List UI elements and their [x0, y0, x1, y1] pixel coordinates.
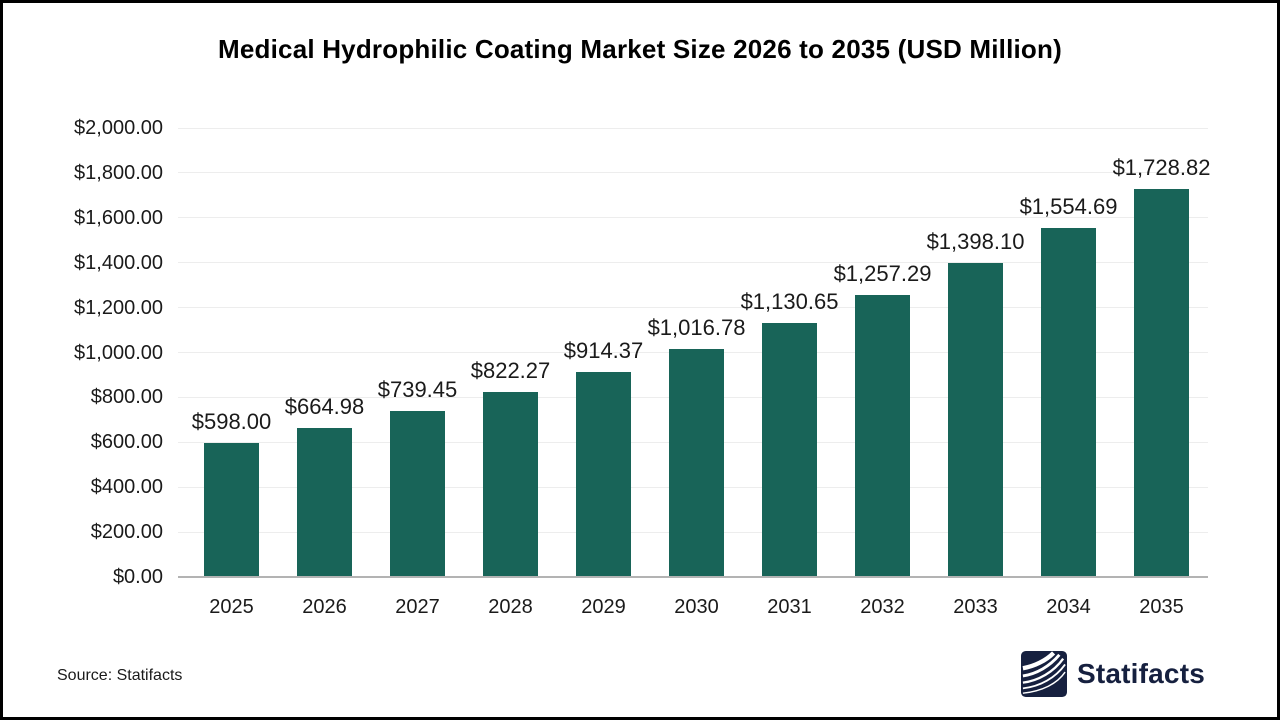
- y-axis-tick-label: $800.00: [90, 386, 163, 409]
- y-axis-tick-label: $1,000.00: [74, 341, 163, 364]
- y-axis-tick-label: $200.00: [90, 521, 163, 544]
- bar-2031: [762, 323, 817, 577]
- statifacts-logo-text: Statifacts: [1076, 658, 1205, 689]
- bar-value-label: $1,398.10: [926, 229, 1025, 255]
- y-axis-tick-label: $1,600.00: [74, 206, 163, 229]
- bar-value-label: $1,728.82: [1112, 154, 1211, 180]
- y-axis-tick-label: $1,800.00: [74, 161, 163, 184]
- bar-value-label: $1,554.69: [1019, 193, 1118, 219]
- bar-2034: [1041, 227, 1096, 577]
- bar-2030: [669, 348, 724, 577]
- statifacts-logo: Statifacts: [1020, 651, 1205, 697]
- bar-2029: [576, 371, 631, 577]
- x-axis-tick-label: 2025: [209, 596, 254, 618]
- bar-value-label: $598.00: [191, 408, 272, 434]
- bar-value-label: $739.45: [377, 376, 458, 402]
- gridline: [178, 307, 1208, 309]
- bar-2027: [390, 410, 445, 577]
- bar-value-label: $1,016.78: [647, 314, 746, 340]
- bar-value-label: $822.27: [470, 358, 551, 384]
- chart-title: Medical Hydrophilic Coating Market Size …: [218, 34, 1062, 64]
- x-axis-tick-label: 2027: [395, 596, 440, 618]
- x-axis-tick-label: 2034: [1046, 596, 1091, 618]
- bar-2033: [948, 263, 1003, 577]
- x-axis-tick-label: 2029: [581, 596, 626, 618]
- gridline: [178, 262, 1208, 264]
- gridline: [178, 217, 1208, 219]
- x-axis-tick-label: 2032: [860, 596, 905, 618]
- plot-area: $0.00 $200.00 $400.00 $600.00 $800.00 $1,000.…: [3, 3, 1277, 717]
- y-axis-tick-label: $2,000.00: [74, 117, 163, 139]
- x-axis-tick-label: 2030: [674, 596, 719, 618]
- bar-value-label: $1,130.65: [740, 289, 839, 315]
- x-axis-tick-label: 2035: [1139, 596, 1184, 618]
- x-axis-tick-label: 2026: [302, 596, 347, 618]
- source-note: Source: Statifacts: [57, 667, 183, 684]
- gridline: [178, 127, 1208, 129]
- bar-2035: [1134, 188, 1189, 577]
- bar-value-label: $664.98: [284, 393, 365, 419]
- x-axis-tick-label: 2031: [767, 596, 812, 618]
- statifacts-logo-icon: [1020, 651, 1067, 697]
- y-axis-tick-label: $1,400.00: [74, 251, 163, 274]
- y-axis-tick-label: $1,200.00: [74, 296, 163, 319]
- x-axis-tick-label: 2033: [953, 596, 998, 618]
- y-axis-tick-label: $400.00: [90, 476, 163, 499]
- bar-2028: [483, 392, 538, 577]
- bar-2032: [855, 294, 910, 577]
- y-axis-tick-label: $600.00: [90, 431, 163, 454]
- bar-value-label: $1,257.29: [833, 260, 932, 286]
- bar-value-label: $914.37: [563, 337, 644, 363]
- x-axis-line: [178, 576, 1208, 578]
- y-axis-tick-label: $0.00: [112, 566, 163, 588]
- x-axis-tick-label: 2028: [488, 596, 533, 618]
- gridline: [178, 172, 1208, 174]
- bar-2026: [297, 427, 352, 577]
- bar-2025: [204, 442, 259, 577]
